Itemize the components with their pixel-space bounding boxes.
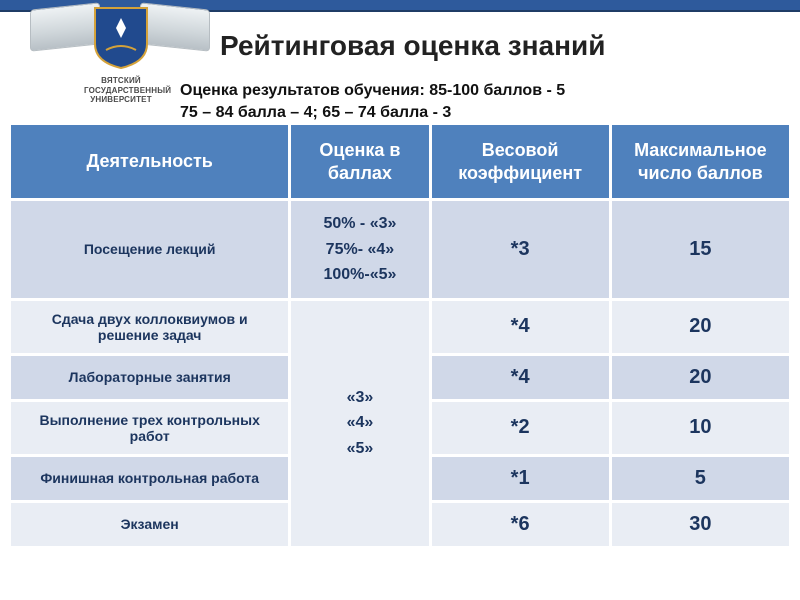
- subtitle-line-1: Оценка результатов обучения: 85-100 балл…: [180, 80, 565, 102]
- ribbon-left-fold: [30, 2, 100, 51]
- grade-line: «5»: [299, 436, 420, 462]
- cell-max: 15: [610, 200, 790, 300]
- ribbon-right-fold: [140, 2, 210, 51]
- cell-coef: *2: [430, 400, 610, 455]
- points-line: 100%-«5»: [299, 262, 420, 288]
- cell-coef: *3: [430, 200, 610, 300]
- grade-line: «4»: [299, 410, 420, 436]
- cell-coef: *4: [430, 299, 610, 354]
- cell-activity: Лабораторные занятия: [10, 354, 290, 400]
- page-title: Рейтинговая оценка знаний: [220, 30, 605, 62]
- cell-activity: Экзамен: [10, 501, 290, 547]
- cell-coef: *1: [430, 455, 610, 501]
- uni-line-3: УНИВЕРСИТЕТ: [84, 95, 158, 105]
- col-points: Оценка в баллах: [290, 124, 430, 200]
- grade-line: «3»: [299, 385, 420, 411]
- points-line: 75%- «4»: [299, 237, 420, 263]
- cell-activity: Финишная контрольная работа: [10, 455, 290, 501]
- cell-max: 20: [610, 299, 790, 354]
- points-line: 50% - «3»: [299, 211, 420, 237]
- cell-activity: Выполнение трех контрольных работ: [10, 400, 290, 455]
- cell-activity: Посещение лекций: [10, 200, 290, 300]
- cell-coef: *4: [430, 354, 610, 400]
- table-header-row: Деятельность Оценка в баллах Весовой коэ…: [10, 124, 791, 200]
- col-activity: Деятельность: [10, 124, 290, 200]
- uni-line-1: ВЯТСКИЙ: [84, 76, 158, 86]
- cell-coef: *6: [430, 501, 610, 547]
- cell-max: 20: [610, 354, 790, 400]
- cell-activity: Сдача двух коллоквиумов и решение задач: [10, 299, 290, 354]
- university-shield-icon: [92, 4, 150, 70]
- table-row: Посещение лекций 50% - «3» 75%- «4» 100%…: [10, 200, 791, 300]
- uni-line-2: ГОСУДАРСТВЕННЫЙ: [84, 86, 158, 96]
- cell-max: 5: [610, 455, 790, 501]
- cell-max: 10: [610, 400, 790, 455]
- rating-table-wrap: Деятельность Оценка в баллах Весовой коэ…: [8, 122, 792, 549]
- col-max: Максимальное число баллов: [610, 124, 790, 200]
- subtitle: Оценка результатов обучения: 85-100 балл…: [180, 80, 565, 123]
- rating-table: Деятельность Оценка в баллах Весовой коэ…: [8, 122, 792, 549]
- subtitle-line-2: 75 – 84 балла – 4; 65 – 74 балла - 3: [180, 102, 565, 124]
- col-coef: Весовой коэффициент: [430, 124, 610, 200]
- university-name: ВЯТСКИЙ ГОСУДАРСТВЕННЫЙ УНИВЕРСИТЕТ: [84, 76, 158, 105]
- table-row: Сдача двух коллоквиумов и решение задач …: [10, 299, 791, 354]
- cell-points: 50% - «3» 75%- «4» 100%-«5»: [290, 200, 430, 300]
- cell-grade-merge: «3» «4» «5»: [290, 299, 430, 547]
- cell-max: 30: [610, 501, 790, 547]
